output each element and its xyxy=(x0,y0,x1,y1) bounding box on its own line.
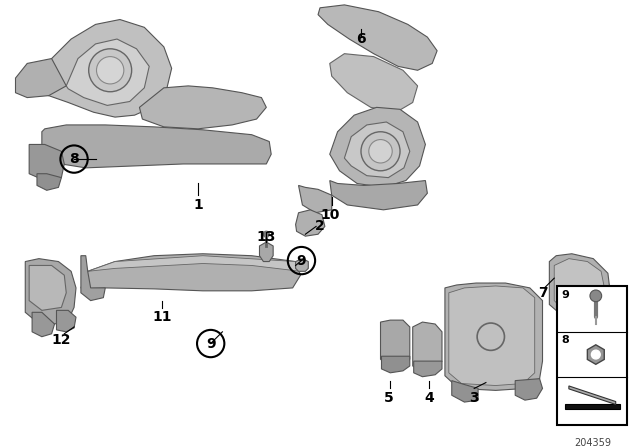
Polygon shape xyxy=(445,283,543,390)
Polygon shape xyxy=(42,125,271,168)
Circle shape xyxy=(361,132,400,171)
Polygon shape xyxy=(32,312,54,337)
Polygon shape xyxy=(413,322,442,373)
Polygon shape xyxy=(298,185,332,213)
Polygon shape xyxy=(330,54,417,112)
Polygon shape xyxy=(29,266,67,310)
Polygon shape xyxy=(381,320,410,369)
Text: 1: 1 xyxy=(193,198,203,212)
Polygon shape xyxy=(554,258,605,314)
Text: 9: 9 xyxy=(206,336,216,350)
Text: 5: 5 xyxy=(383,391,393,405)
Polygon shape xyxy=(318,5,437,70)
Polygon shape xyxy=(81,254,301,291)
Polygon shape xyxy=(330,108,426,187)
Polygon shape xyxy=(67,39,149,105)
Text: 204359: 204359 xyxy=(574,438,611,448)
Text: 11: 11 xyxy=(152,310,172,324)
Polygon shape xyxy=(565,405,620,409)
Text: 3: 3 xyxy=(469,391,479,405)
Text: 13: 13 xyxy=(257,230,276,244)
Polygon shape xyxy=(452,381,478,402)
Polygon shape xyxy=(296,210,325,236)
Polygon shape xyxy=(81,256,106,301)
Text: 9: 9 xyxy=(561,290,569,300)
Polygon shape xyxy=(588,345,604,364)
Polygon shape xyxy=(140,86,266,129)
Polygon shape xyxy=(15,59,67,98)
Polygon shape xyxy=(37,20,172,117)
Circle shape xyxy=(590,290,602,302)
Text: 10: 10 xyxy=(320,208,339,222)
Polygon shape xyxy=(413,361,442,377)
Polygon shape xyxy=(37,174,61,190)
Polygon shape xyxy=(449,286,534,386)
Text: 8: 8 xyxy=(561,336,569,345)
Text: 2: 2 xyxy=(315,220,325,233)
Text: 9: 9 xyxy=(297,254,307,267)
Polygon shape xyxy=(88,256,301,271)
Text: 8: 8 xyxy=(69,152,79,166)
Polygon shape xyxy=(259,242,273,262)
FancyBboxPatch shape xyxy=(557,286,627,425)
Polygon shape xyxy=(344,122,410,177)
Circle shape xyxy=(264,231,269,237)
Polygon shape xyxy=(515,379,543,400)
Polygon shape xyxy=(296,258,308,271)
Circle shape xyxy=(369,140,392,163)
Text: 6: 6 xyxy=(356,32,366,46)
Polygon shape xyxy=(56,310,76,332)
Circle shape xyxy=(591,350,600,359)
Polygon shape xyxy=(29,144,64,181)
Polygon shape xyxy=(330,181,428,210)
Text: 4: 4 xyxy=(424,391,434,405)
Circle shape xyxy=(97,56,124,84)
Text: 12: 12 xyxy=(52,332,71,347)
Polygon shape xyxy=(569,386,616,405)
Polygon shape xyxy=(549,254,611,320)
Text: 7: 7 xyxy=(538,286,547,300)
Circle shape xyxy=(89,49,132,92)
Polygon shape xyxy=(25,258,76,324)
Polygon shape xyxy=(381,356,410,373)
